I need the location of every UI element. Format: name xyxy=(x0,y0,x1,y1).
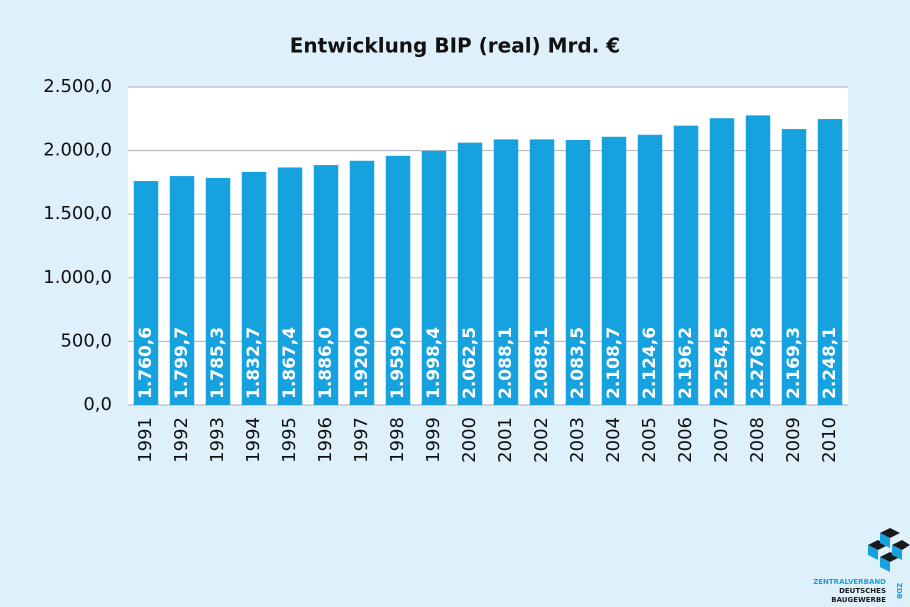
x-tick-label: 2009 xyxy=(783,417,804,463)
bar xyxy=(529,139,555,405)
value-label: 2.196,2 xyxy=(676,327,696,399)
value-label: 2.169,3 xyxy=(784,327,804,399)
x-tick-label: 1997 xyxy=(351,417,372,463)
x-tick-label: 2003 xyxy=(567,417,588,463)
x-tick-label: 2010 xyxy=(819,417,840,463)
value-label: 2.083,5 xyxy=(568,327,588,399)
bar xyxy=(817,119,843,405)
value-label: 2.062,5 xyxy=(460,327,480,399)
bar xyxy=(745,115,771,405)
value-label: 2.088,1 xyxy=(532,327,552,399)
x-tick-label: 2002 xyxy=(531,417,552,463)
x-tick-label: 1996 xyxy=(315,417,336,463)
x-tick-label: 1994 xyxy=(243,417,264,463)
x-tick-label: 1999 xyxy=(423,417,444,463)
x-tick-label: 1993 xyxy=(207,417,228,463)
y-tick-label: 2.000,0 xyxy=(43,140,112,161)
bar xyxy=(241,171,267,405)
y-tick-label: 1.500,0 xyxy=(43,203,112,224)
bar xyxy=(457,142,483,405)
bar xyxy=(421,150,447,405)
bar xyxy=(565,139,591,405)
plot-area xyxy=(128,87,848,405)
value-label: 2.276,8 xyxy=(748,327,768,399)
logo-short: ZDB xyxy=(895,583,903,599)
value-label: 1.867,4 xyxy=(280,327,300,399)
logo-mark-blue xyxy=(868,533,902,572)
bar xyxy=(493,139,519,405)
bar xyxy=(637,134,663,405)
bar xyxy=(673,125,699,405)
logo-text: DEUTSCHES xyxy=(839,587,886,595)
value-label: 1.785,3 xyxy=(208,327,228,399)
bar xyxy=(277,167,303,405)
x-tick-label: 2005 xyxy=(639,417,660,463)
x-tick-label: 2000 xyxy=(459,417,480,463)
logo-text: BAUGEWERBE xyxy=(831,596,886,604)
x-tick-label: 2004 xyxy=(603,417,624,463)
y-tick-label: 0,0 xyxy=(83,394,112,415)
chart-title: Entwicklung BIP (real) Mrd. € xyxy=(290,34,620,58)
x-tick-label: 2006 xyxy=(675,417,696,463)
x-tick-label: 1991 xyxy=(135,417,156,463)
value-label: 1.998,4 xyxy=(424,327,444,399)
x-tick-label: 1998 xyxy=(387,417,408,463)
bar xyxy=(133,181,159,405)
bar xyxy=(601,136,627,405)
y-tick-label: 500,0 xyxy=(60,330,112,351)
value-label: 1.799,7 xyxy=(172,327,192,399)
bar xyxy=(781,129,807,405)
value-label: 1.760,6 xyxy=(136,327,156,399)
logo: ZENTRALVERBAND DEUTSCHES BAUGEWERBE ZDB xyxy=(813,528,910,604)
bar xyxy=(709,118,735,405)
y-tick-label: 1.000,0 xyxy=(43,267,112,288)
value-label: 1.886,0 xyxy=(316,327,336,399)
bar xyxy=(385,155,411,405)
x-tick-label: 1992 xyxy=(171,417,192,463)
logo-text: ZENTRALVERBAND xyxy=(813,578,886,586)
x-tick-label: 2001 xyxy=(495,417,516,463)
bar xyxy=(169,176,195,405)
y-tick-label: 2.500,0 xyxy=(43,76,112,97)
x-tick-label: 2007 xyxy=(711,417,732,463)
x-tick-label: 1995 xyxy=(279,417,300,463)
x-tick-label: 2008 xyxy=(747,417,768,463)
bar xyxy=(349,160,375,405)
value-label: 2.254,5 xyxy=(712,327,732,399)
bar xyxy=(205,177,231,405)
value-label: 2.248,1 xyxy=(820,327,840,399)
value-label: 1.959,0 xyxy=(388,327,408,399)
value-label: 2.088,1 xyxy=(496,327,516,399)
value-label: 1.920,0 xyxy=(352,327,372,399)
value-label: 2.124,6 xyxy=(640,327,660,399)
bar xyxy=(313,165,339,405)
value-label: 1.832,7 xyxy=(244,327,264,399)
value-label: 2.108,7 xyxy=(604,327,624,399)
